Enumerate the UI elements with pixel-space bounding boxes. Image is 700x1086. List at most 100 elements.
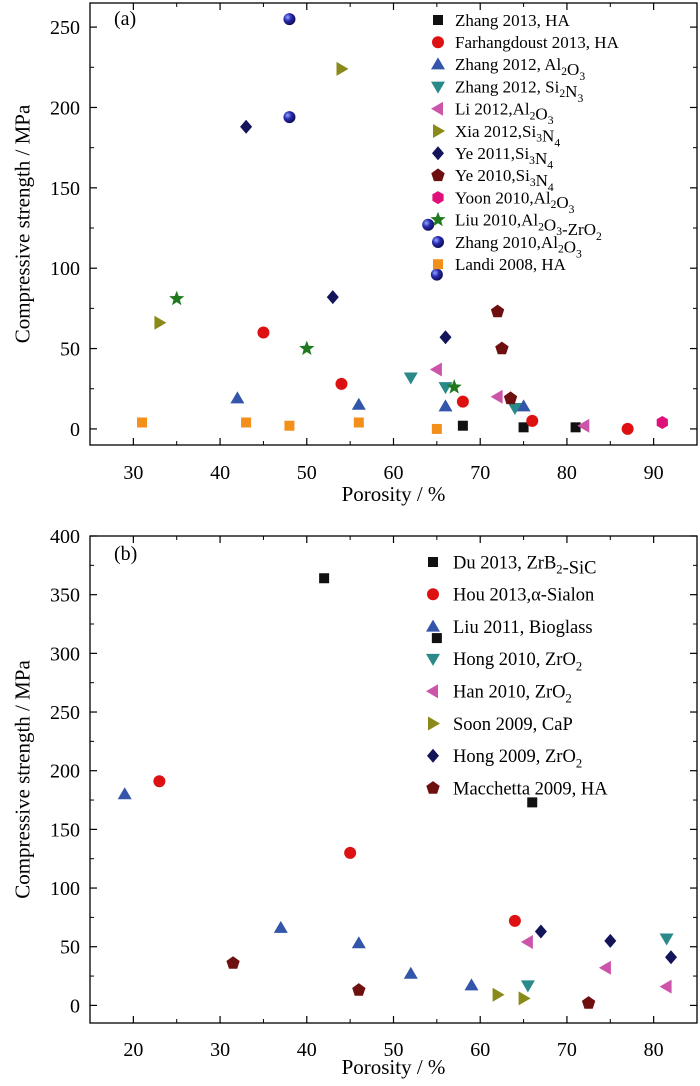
series-3 [520, 933, 674, 993]
series-10 [283, 13, 443, 281]
data-point [137, 417, 148, 428]
data-point [326, 290, 339, 305]
data-point [169, 290, 185, 306]
legend: Zhang 2013, HA Farhangdoust 2013, HA Zhang… [430, 11, 620, 274]
legend-label: Yoon 2010,Al2O3 [455, 188, 575, 216]
legend-label: Du 2013, ZrB2-SiC [453, 553, 597, 578]
data-point [241, 417, 252, 428]
data-point [230, 391, 245, 404]
x-tick-label: 70 [470, 462, 490, 484]
data-point [344, 846, 357, 859]
x-tick-label: 40 [210, 462, 230, 484]
y-tick-label: 250 [50, 17, 80, 39]
x-tick-label: 50 [297, 462, 317, 484]
series-4 [520, 935, 672, 994]
data-point [464, 978, 479, 991]
series-2 [230, 391, 531, 412]
x-tick-label: 60 [470, 1039, 490, 1061]
data-point [604, 933, 617, 948]
series-7 [490, 304, 518, 405]
x-tick-label: 70 [557, 1039, 577, 1061]
legend-marker [431, 57, 445, 70]
data-point [353, 417, 364, 428]
legend-label: Liu 2011, Bioglass [453, 618, 593, 638]
data-point [516, 399, 531, 412]
series-0 [319, 573, 538, 808]
series-9 [169, 290, 462, 394]
legend-marker [428, 716, 440, 731]
legend-marker [426, 684, 438, 699]
legend-label: Han 2010, ZrO2 [453, 682, 572, 705]
legend-marker [433, 124, 445, 138]
x-axis-label: Porosity / % [342, 1055, 446, 1079]
legend-label: Ye 2010,Si3N4 [455, 166, 554, 194]
legend-marker [427, 748, 439, 763]
y-tick-label: 300 [50, 643, 80, 665]
legend-marker [432, 236, 444, 248]
data-point [665, 950, 677, 965]
legend-marker [431, 168, 445, 182]
series-1 [153, 775, 521, 927]
data-point [403, 966, 418, 979]
x-tick-label: 20 [123, 1039, 143, 1061]
legend-label: Zhang 2010,Al2O3 [455, 233, 582, 261]
x-tick-label: 40 [297, 1039, 317, 1061]
data-point [117, 787, 132, 800]
legend-marker [428, 557, 438, 567]
y-tick-label: 0 [70, 995, 80, 1017]
data-point [430, 268, 443, 281]
data-point [257, 326, 270, 339]
data-point [503, 391, 518, 405]
panel-label: (b) [114, 543, 137, 565]
data-point [507, 403, 522, 415]
x-tick-label: 30 [123, 462, 143, 484]
data-point [283, 111, 296, 124]
data-point [490, 389, 503, 404]
data-point [526, 414, 539, 427]
panel-b: 20 30 40 50 60 70 80 0 50 100 150 200 250 300 350 400 Po… [10, 526, 698, 1079]
legend-marker [431, 81, 445, 94]
data-point [154, 315, 167, 330]
series-5 [154, 61, 349, 330]
x-axis-label: Porosity / % [342, 482, 446, 506]
data-point [456, 395, 469, 408]
data-point [240, 119, 253, 134]
legend-label: Xia 2012,Si3N4 [455, 122, 560, 150]
y-tick-label: 250 [50, 702, 80, 724]
x-tick-label: 90 [644, 462, 664, 484]
legend-label: Zhang 2012, Si2N3 [455, 77, 583, 105]
data-point [284, 420, 295, 431]
series-8 [656, 416, 668, 429]
data-point [520, 935, 533, 949]
panel-label: (a) [114, 8, 136, 30]
y-tick-label: 100 [50, 258, 80, 280]
legend-label: Li 2012,Al2O3 [455, 100, 554, 128]
legend-marker [431, 101, 443, 116]
series-7 [226, 956, 596, 1009]
legend-label: Liu 2010,Al2O3-ZrO2 [455, 211, 602, 243]
series-0 [457, 420, 581, 433]
data-point [422, 218, 435, 231]
data-point [495, 341, 509, 355]
legend-marker [426, 653, 440, 666]
data-point [226, 956, 240, 969]
data-point [283, 13, 296, 26]
legend-marker [432, 191, 444, 205]
data-point [336, 61, 349, 76]
legend-label: Zhang 2012, Al2O3 [455, 55, 585, 83]
series-11 [137, 417, 442, 434]
data-point [490, 304, 505, 318]
y-tick-label: 150 [50, 178, 80, 200]
y-axis-label: Compressive strength / MPa [10, 104, 34, 343]
x-tick-label: 30 [210, 1039, 230, 1061]
y-tick-label: 200 [50, 761, 80, 783]
data-point [659, 933, 674, 946]
y-tick-label: 50 [60, 937, 80, 959]
data-point [518, 991, 531, 1006]
data-point [351, 936, 366, 949]
data-point [621, 422, 634, 435]
legend-label: Hong 2010, ZrO2 [453, 650, 582, 673]
series-1 [257, 326, 634, 435]
data-point [335, 377, 348, 390]
